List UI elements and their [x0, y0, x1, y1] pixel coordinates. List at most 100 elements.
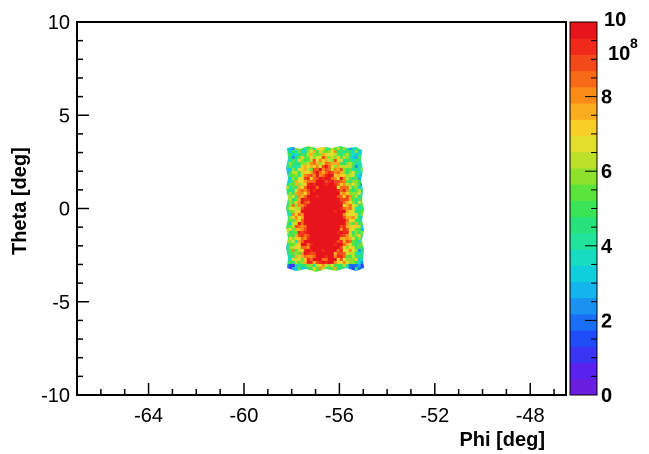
heatmap-cell: [288, 203, 293, 208]
heatmap-cell: [309, 149, 314, 154]
heatmap-cell: [300, 173, 305, 178]
heatmap-cell: [357, 257, 362, 262]
heatmap-cell: [288, 146, 293, 151]
heatmap-cell: [294, 173, 299, 178]
heatmap-cell: [306, 239, 311, 244]
heatmap-cell: [351, 155, 356, 160]
heatmap-cell: [354, 146, 359, 151]
heatmap-cell: [357, 158, 362, 163]
heatmap-cell: [286, 146, 290, 151]
heatmap-cell: [339, 215, 344, 220]
heatmap-cell: [294, 155, 299, 160]
heatmap-cell: [303, 221, 308, 226]
heatmap-cell: [342, 170, 347, 175]
heatmap-cell: [354, 149, 359, 154]
heatmap-cell: [286, 239, 290, 244]
heatmap-cell: [345, 242, 350, 247]
heatmap-cell: [324, 266, 329, 271]
heatmap-cell: [288, 257, 293, 262]
heatmap-cell: [318, 161, 323, 166]
heatmap-cell: [291, 209, 296, 214]
heatmap-region: [286, 146, 364, 272]
heatmap-cell: [315, 269, 320, 272]
heatmap-cell: [354, 263, 359, 268]
heatmap-cell: [294, 260, 299, 265]
colorbar-tick-label: 0: [601, 385, 612, 407]
heatmap-cell: [348, 224, 353, 229]
heatmap-cell: [318, 176, 323, 181]
heatmap-cell: [357, 170, 362, 175]
heatmap-cell: [294, 164, 299, 169]
heatmap-cell: [315, 179, 320, 184]
heatmap-cell: [286, 263, 290, 268]
heatmap-cell: [336, 224, 341, 229]
heatmap-cell: [336, 158, 341, 163]
colorbar-segment: [570, 281, 597, 299]
heatmap-cell: [300, 155, 305, 160]
heatmap-cell: [348, 188, 353, 193]
heatmap-cell: [339, 236, 344, 241]
heatmap-cell: [321, 257, 326, 262]
heatmap-cell: [330, 254, 335, 259]
heatmap-cell: [330, 242, 335, 247]
heatmap-cell: [294, 194, 299, 199]
heatmap-cell: [312, 215, 317, 220]
heatmap-cell: [291, 197, 296, 202]
heatmap-cell: [360, 206, 364, 211]
heatmap-cell: [306, 257, 311, 262]
heatmap-cell: [357, 215, 362, 220]
y-tick-label: 0: [59, 199, 70, 221]
colorbar-segment: [570, 119, 597, 137]
heatmap-cell: [318, 200, 323, 205]
heatmap-cell: [354, 185, 359, 190]
heatmap-cell: [327, 242, 332, 247]
heatmap-cell: [333, 260, 338, 265]
heatmap-cell: [294, 212, 299, 217]
heatmap-cell: [300, 242, 305, 247]
heatmap-cell: [339, 194, 344, 199]
heatmap-cell: [348, 155, 353, 160]
heatmap-cell: [297, 203, 302, 208]
heatmap-cell: [357, 230, 362, 235]
heatmap-cell: [315, 182, 320, 187]
heatmap-cell: [360, 251, 364, 256]
heatmap-cell: [357, 188, 362, 193]
heatmap-cell: [354, 251, 359, 256]
heatmap-cell: [342, 206, 347, 211]
heatmap-cell: [303, 194, 308, 199]
heatmap-cell: [286, 242, 290, 247]
heatmap-cell: [324, 251, 329, 256]
heatmap-cell: [306, 200, 311, 205]
heatmap-cell: [360, 221, 364, 226]
heatmap-cell: [327, 257, 332, 262]
heatmap-cell: [354, 182, 359, 187]
heatmap-cell: [357, 242, 362, 247]
heatmap-cell: [286, 245, 290, 250]
heatmap-cell: [321, 197, 326, 202]
heatmap-cell: [345, 161, 350, 166]
heatmap-cell: [324, 218, 329, 223]
heatmap-cell: [309, 242, 314, 247]
heatmap-cell: [336, 254, 341, 259]
heatmap-cell: [354, 257, 359, 262]
heatmap-cell: [351, 179, 356, 184]
heatmap-cell: [315, 164, 320, 169]
heatmap-cell: [324, 167, 329, 172]
heatmap-cell: [297, 197, 302, 202]
heatmap-cell: [345, 263, 350, 268]
heatmap-cell: [291, 254, 296, 259]
heatmap-cell: [330, 164, 335, 169]
heatmap-cell: [294, 191, 299, 196]
heatmap-cell: [315, 233, 320, 238]
heatmap-cell: [288, 200, 293, 205]
heatmap-cell: [339, 203, 344, 208]
heatmap-cell: [303, 212, 308, 217]
heatmap-cell: [357, 200, 362, 205]
heatmap-cell: [286, 230, 290, 235]
heatmap-cell: [294, 236, 299, 241]
heatmap-cell: [300, 212, 305, 217]
heatmap-cell: [294, 146, 299, 151]
heatmap-cell: [357, 248, 362, 253]
heatmap-cell: [348, 173, 353, 178]
heatmap-cell: [345, 158, 350, 163]
